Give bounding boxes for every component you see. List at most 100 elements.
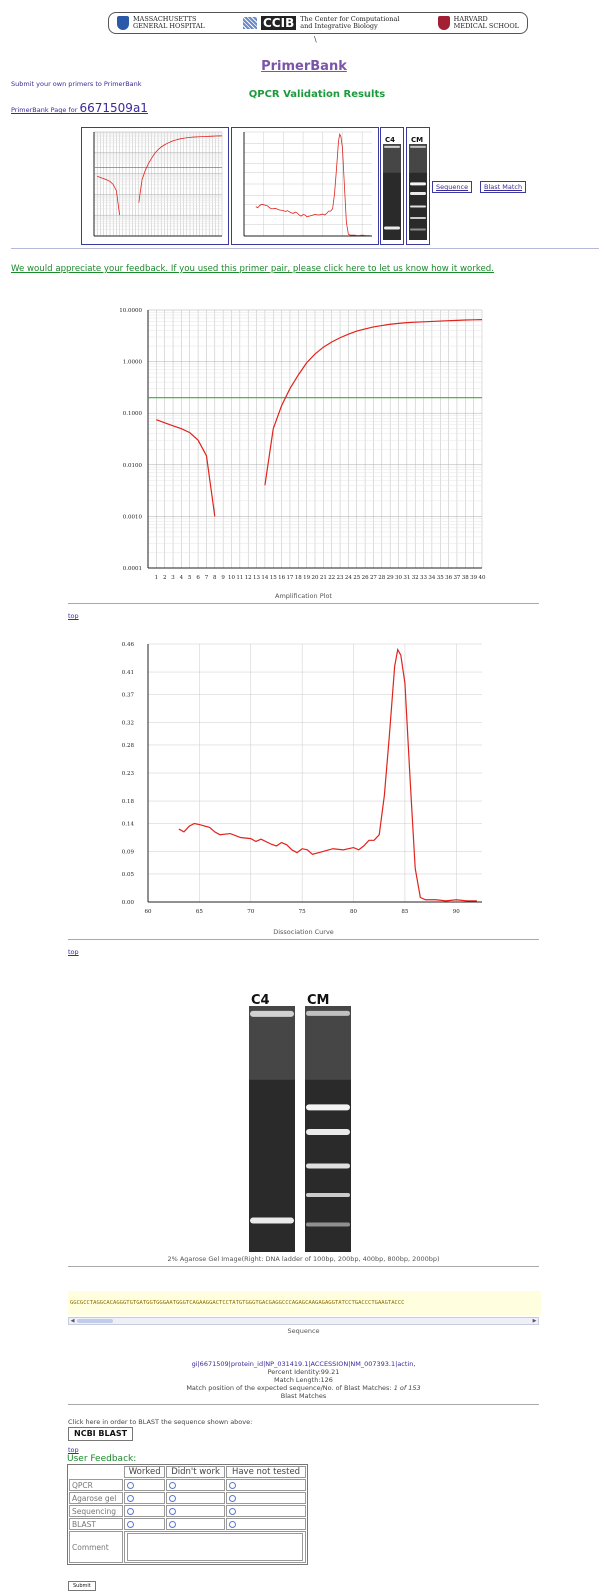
blast-match-button[interactable]: Blast Match: [480, 181, 527, 193]
dissociation-thumbnail-plot: [243, 131, 372, 237]
x-tick-label: 65: [196, 909, 203, 915]
dissociation-thumbnail[interactable]: [231, 127, 379, 245]
top-link[interactable]: top: [68, 612, 79, 620]
x-tick-label: 11: [236, 575, 243, 581]
gel-thumbnail-c4-image: C4: [383, 136, 401, 240]
submit-button[interactable]: Submit: [68, 1581, 96, 1591]
x-tick-label: 37: [453, 575, 460, 581]
harvard-logo[interactable]: HARVARD MEDICAL SCHOOL: [437, 15, 519, 30]
x-tick-label: 75: [299, 909, 306, 915]
gel-band: [306, 1222, 350, 1227]
x-tick-label: 31: [403, 575, 410, 581]
harvard-line2: MEDICAL SCHOOL: [453, 22, 519, 30]
radio-button[interactable]: [127, 1521, 135, 1528]
qpcr-validation-title: QPCR Validation Results: [248, 89, 386, 100]
radio-button[interactable]: [127, 1495, 135, 1502]
ccib-line1: The Center for Computational: [300, 15, 400, 23]
feedback-link[interactable]: We would appreciate your feedback. If yo…: [11, 264, 494, 274]
primerbank-page-prefix: PrimerBank Page for: [11, 106, 78, 114]
x-tick-label: 14: [261, 575, 268, 581]
feedback-row: QPCR: [69, 1479, 306, 1491]
comment-label: Comment: [69, 1531, 124, 1563]
ncbi-blast-button[interactable]: NCBI BLAST: [68, 1427, 134, 1441]
gel-thumbnail-cm[interactable]: CM: [406, 127, 430, 245]
submit-primers-link[interactable]: Submit your own primers to PrimerBank: [11, 80, 142, 88]
radio-cell: [166, 1505, 226, 1517]
radio-cell: [226, 1492, 306, 1504]
gel-band: [384, 145, 400, 148]
gel-thumbnail-c4[interactable]: C4: [380, 127, 404, 245]
scroll-left-icon[interactable]: ◀: [70, 1318, 75, 1324]
radio-button[interactable]: [229, 1495, 237, 1502]
comment-textarea[interactable]: [127, 1533, 303, 1561]
radio-button[interactable]: [169, 1508, 177, 1515]
radio-button[interactable]: [127, 1482, 135, 1489]
y-tick-label: 0.28: [122, 743, 135, 749]
scroll-right-icon[interactable]: ▶: [532, 1318, 537, 1324]
feedback-row: BLAST: [69, 1518, 306, 1530]
radio-button[interactable]: [169, 1521, 177, 1528]
harvard-line1: HARVARD: [453, 15, 488, 23]
x-tick-label: 39: [470, 575, 477, 581]
ccib-dots-icon: [242, 17, 257, 29]
radio-button[interactable]: [229, 1521, 237, 1528]
amplification-thumbnail[interactable]: [81, 127, 229, 245]
amplification-thumbnail-plot: [93, 131, 223, 237]
sequence-box: GGCGCCTAGGCACAGGGTGTGATGGTGGGAATGGGTCAGA…: [68, 1291, 541, 1315]
top-link[interactable]: top: [68, 948, 79, 956]
scroll-thumb[interactable]: [77, 1319, 113, 1323]
y-tick-label: 0.09: [122, 850, 135, 856]
gel-band: [250, 1010, 294, 1017]
y-tick-label: 0.0001: [123, 566, 142, 572]
y-tick-label: 0.1000: [123, 411, 143, 417]
x-tick-label: 13: [253, 575, 260, 581]
gel-band: [410, 192, 426, 195]
agarose-gel-image: C4 CM: [249, 993, 351, 1252]
x-tick-label: 32: [412, 575, 419, 581]
mgh-logo[interactable]: MASSACHUSETTS GENERAL HOSPITAL: [117, 16, 205, 30]
radio-button[interactable]: [229, 1508, 237, 1515]
gel-band: [410, 205, 426, 208]
radio-cell: [226, 1479, 306, 1491]
x-tick-label: 40: [479, 575, 486, 581]
gel-band: [250, 1217, 294, 1224]
x-tick-label: 12: [245, 575, 252, 581]
sequence-button[interactable]: Sequence: [432, 181, 473, 193]
x-tick-label: 70: [247, 909, 254, 915]
x-tick-label: 17: [286, 575, 293, 581]
primerbank-page-link[interactable]: PrimerBank Page for 6671509a1: [11, 101, 148, 115]
x-tick-label: 10: [228, 575, 235, 581]
ccib-logo[interactable]: CCIB The Center for Computational and Int…: [242, 15, 400, 30]
gel-band: [384, 226, 400, 230]
sequence-scrollbar[interactable]: ◀ ▶: [68, 1317, 539, 1325]
y-tick-label: 0.0010: [123, 514, 143, 520]
dissociation-curve: 0.46 0.41 0.37 0.32 0.28 0.23 0.18 0.14 0.09 0.05…: [122, 642, 482, 915]
page-title-link[interactable]: PrimerBank: [261, 59, 347, 74]
x-tick-label: 25: [353, 575, 360, 581]
radio-button[interactable]: [127, 1508, 135, 1515]
x-tick-label: 16: [278, 575, 285, 581]
radio-button[interactable]: [169, 1482, 177, 1489]
y-tick-label: 0.41: [122, 670, 134, 676]
radio-button[interactable]: [169, 1495, 177, 1502]
comment-cell: [124, 1531, 306, 1563]
mgh-line2: GENERAL HOSPITAL: [133, 22, 205, 30]
x-tick-label: 36: [445, 575, 452, 581]
gel-thumbnail-cm-image: CM: [409, 136, 427, 240]
x-tick-label: 85: [401, 909, 408, 915]
y-tick-label: 0.32: [122, 721, 134, 727]
amplification-curve: [138, 135, 223, 203]
radio-cell: [124, 1505, 166, 1517]
amplification-caption: Amplification Plot: [275, 592, 332, 600]
mgh-line1: MASSACHUSETTS: [133, 15, 197, 23]
top-link[interactable]: top: [68, 1446, 79, 1454]
blast-match-link[interactable]: gi|6671509|protein_id|NP_031419.1|ACCESS…: [191, 1360, 416, 1368]
y-tick-label: 0.00: [122, 900, 135, 906]
gel-lane-label: CM: [307, 993, 329, 1008]
column-header: Have not tested: [226, 1466, 306, 1478]
radio-cell: [166, 1518, 226, 1530]
x-tick-label: 1: [155, 575, 159, 581]
radio-button[interactable]: [229, 1482, 237, 1489]
x-tick-label: 8: [213, 575, 217, 581]
